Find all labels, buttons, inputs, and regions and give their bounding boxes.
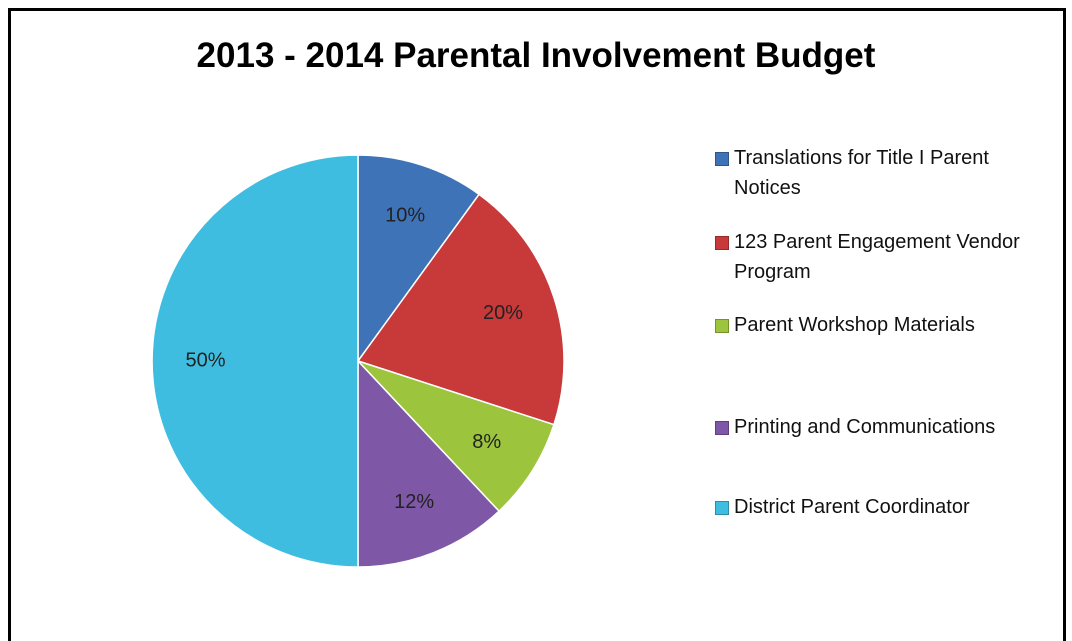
data-label: 12% (394, 491, 434, 513)
page: 2013 - 2014 Parental Involvement Budget … (8, 8, 1066, 641)
legend-label: Printing and Communications (734, 416, 996, 438)
legend-swatch (715, 152, 729, 166)
legend-item: Parent Workshop Materials (715, 310, 1055, 340)
legend-swatch (715, 236, 729, 250)
legend-swatch (715, 501, 729, 515)
pie-slice (151, 154, 359, 568)
chart-frame (8, 8, 1066, 641)
legend-swatch (715, 319, 729, 333)
data-label: 50% (186, 349, 226, 371)
pie-slice (357, 360, 555, 513)
pie-chart: 10% 20% 8% 12% 50% (151, 154, 565, 568)
data-label: 8% (472, 431, 501, 453)
pie-slice (357, 359, 501, 568)
legend-label: 123 Parent Engagement Vendor Program (734, 231, 1020, 283)
legend-item: Translations for Title I Parent Notices (715, 143, 1055, 203)
legend-label: Parent Workshop Materials (734, 314, 975, 336)
legend-item: 123 Parent Engagement Vendor Program (715, 227, 1055, 287)
data-label: 10% (385, 204, 425, 226)
chart-title: 2013 - 2014 Parental Involvement Budget (196, 36, 876, 75)
legend-label: Translations for Title I Parent Notices (734, 147, 989, 199)
legend-item: District Parent Coordinator (715, 492, 1055, 522)
data-label: 20% (483, 302, 523, 324)
legend-item: Printing and Communications (715, 412, 1055, 442)
pie-slice (357, 154, 481, 364)
pie-slice (356, 193, 565, 426)
legend-label: District Parent Coordinator (734, 496, 970, 518)
legend-swatch (715, 421, 729, 435)
